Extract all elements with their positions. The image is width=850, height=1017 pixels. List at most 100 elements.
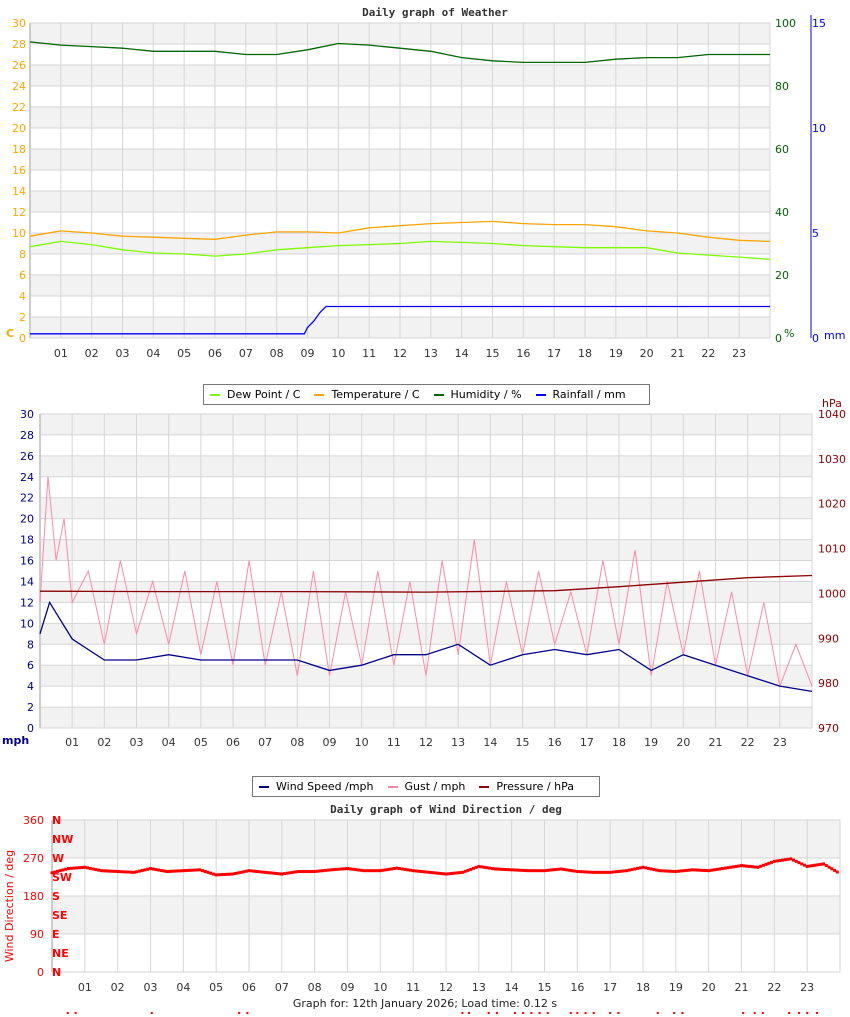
legend-item-gust: Gust / mph [387,780,466,793]
y-tick-label: 22 [12,101,26,114]
wind-direction-point [682,869,686,873]
legend-label: Rainfall / mm [552,388,626,401]
wind-direction-point [250,869,254,873]
y-tick-label: 970 [818,722,839,735]
x-tick-label: 20 [702,981,716,994]
wind-direction-point [603,870,607,874]
y-tick-label: 10 [12,227,26,240]
y-tick-label: 28 [12,38,26,51]
wind-direction-point [589,870,593,874]
x-tick-label: 19 [609,347,623,360]
wind-direction-point [294,870,298,874]
wind-direction-point [387,867,391,871]
y-tick-label: 980 [818,677,839,690]
wind-direction-point [586,870,590,874]
x-tick-label: 04 [146,347,160,360]
wind-direction-point [121,870,125,874]
wind-direction-point [291,870,295,874]
x-tick-label: 07 [275,981,289,994]
x-tick-label: 12 [439,981,453,994]
y-tick-label: 1010 [818,543,846,556]
wind-direction-point [674,870,678,874]
series-line-wind [39,600,813,693]
wind-direction-point [157,868,161,872]
wind-direction-point [411,869,415,873]
wind-direction-point [151,867,155,871]
wind-direction-point [408,868,412,872]
series-line-gust [39,476,813,688]
wind-direction-point [195,868,199,872]
wind-direction-point [239,870,243,874]
wind-direction-point [499,867,503,871]
wind-direction-point [833,868,837,872]
wind-direction-point [605,870,609,874]
legend-label: Humidity / % [450,388,522,401]
wind-direction-point [567,868,571,872]
wind-direction-point [277,872,281,876]
y-tick-label: 4 [19,290,26,303]
wind-direction-point [614,870,618,874]
x-tick-label: 22 [701,347,715,360]
calm-marker [617,1012,620,1014]
calm-marker [150,1012,153,1014]
wind-direction-point [255,870,259,874]
wind-direction-point [365,869,369,873]
wind-direction-point [813,863,817,867]
wind-direction-point [578,870,582,874]
x-tick-label: 09 [301,347,315,360]
wind-direction-point [770,860,774,864]
wind-direction-point [179,869,183,873]
x-tick-label: 09 [341,981,355,994]
wind-direction-point [236,871,240,875]
wind-direction-point [556,867,560,871]
compass-label: NW [52,833,73,846]
y-tick-label: 30 [12,17,26,30]
wind-direction-point [280,872,284,876]
calm-marker [530,1012,533,1014]
y-tick-label: 26 [12,59,26,72]
y-tick-label: 24 [12,80,26,93]
y-tick-label: 0 [812,332,819,345]
calm-marker [546,1012,549,1014]
wind-direction-point [313,870,317,874]
wind-direction-point [718,867,722,871]
x-tick-label: 04 [176,981,190,994]
wind-direction-point [88,866,92,870]
y-axis-unit: mm [824,329,845,342]
wind-direction-point [630,868,634,872]
calm-marker [74,1012,77,1014]
calm-marker [584,1012,587,1014]
wind-direction-point [217,873,221,877]
wind-direction-point [400,867,404,871]
wind-direction-point [184,869,188,873]
x-tick-label: 15 [538,981,552,994]
x-tick-label: 17 [580,736,594,749]
wind-direction-point [211,872,215,876]
wind-direction-point [124,870,128,874]
x-tick-label: 19 [669,981,683,994]
wind-direction-point [592,870,596,874]
wind-direction-point [625,869,629,873]
wind-direction-point [370,869,374,873]
x-tick-label: 02 [97,736,111,749]
wind-direction-point [466,868,470,872]
legend-label: Gust / mph [404,780,466,793]
wind-direction-point [627,868,631,872]
wind-direction-point [532,869,536,873]
calm-marker [467,1012,470,1014]
wind-direction-point [778,859,782,863]
wind-direction-point [816,863,820,867]
calm-marker [513,1012,516,1014]
wind-direction-point [159,869,163,873]
y-axis-label: Wind Direction / deg [3,850,16,962]
x-tick-label: 04 [162,736,176,749]
wind-direction-point [58,869,62,873]
x-tick-label: 11 [362,347,376,360]
wind-direction-point [608,870,612,874]
wind-direction-point [283,872,287,876]
wind-direction-point [449,871,453,875]
wind-direction-point [110,869,114,873]
wind-direction-point [143,868,147,872]
wind-direction-point [543,869,546,873]
